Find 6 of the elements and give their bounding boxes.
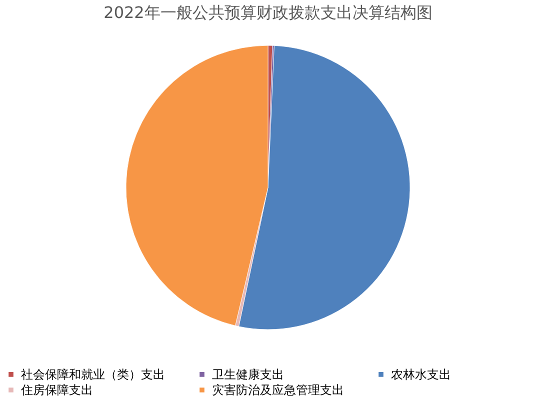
- chart-title: 2022年一般公共预算财政拨款支出决算结构图: [104, 3, 432, 22]
- legend-label: 住房保障支出: [20, 383, 93, 397]
- legend-label: 灾害防治及应急管理支出: [212, 383, 344, 397]
- legend-label: 卫生健康支出: [212, 367, 284, 382]
- legend-label: 社会保障和就业（类）支出: [21, 367, 165, 382]
- legend-label: 农林水支出: [391, 367, 451, 382]
